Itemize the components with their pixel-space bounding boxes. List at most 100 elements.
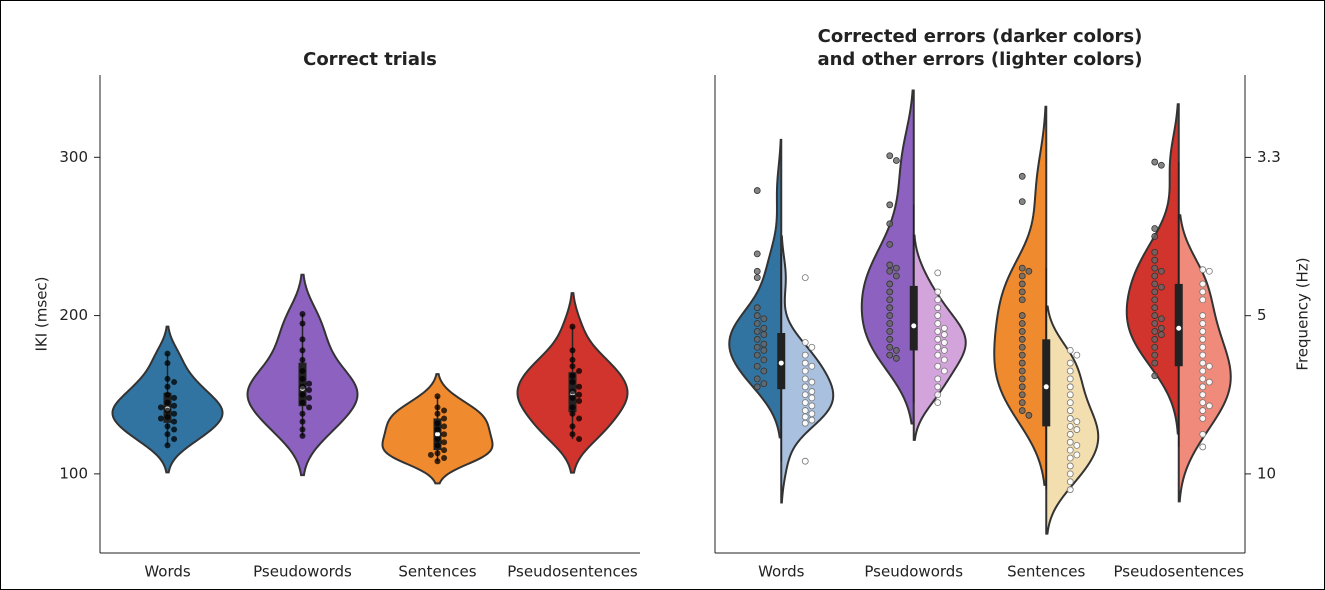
- data-point: [753, 383, 761, 391]
- data-point: [441, 423, 448, 430]
- data-point: [299, 426, 306, 433]
- data-point: [892, 347, 900, 354]
- data-point: [760, 380, 768, 388]
- data-point: [1018, 399, 1026, 407]
- data-point: [886, 335, 894, 343]
- data-point: [753, 335, 761, 343]
- data-point: [299, 320, 306, 327]
- data-point: [801, 419, 809, 427]
- data-point: [1018, 351, 1026, 359]
- data-point: [576, 436, 583, 443]
- data-point: [1199, 320, 1207, 327]
- x-tick-label: Words: [758, 563, 805, 581]
- data-point: [753, 320, 761, 327]
- data-point: [892, 354, 900, 362]
- data-point: [760, 324, 768, 332]
- data-point: [940, 324, 948, 332]
- data-point: [760, 356, 768, 364]
- data-point: [1151, 296, 1159, 304]
- data-point: [434, 436, 441, 443]
- data-point: [753, 343, 761, 351]
- data-point: [1199, 335, 1207, 343]
- data-point: [299, 356, 306, 363]
- data-point: [801, 457, 809, 465]
- data-point: [569, 388, 576, 395]
- data-point: [760, 367, 768, 375]
- data-point: [1199, 407, 1207, 414]
- data-point: [1151, 272, 1159, 280]
- data-point: [1073, 441, 1081, 449]
- data-point: [886, 343, 894, 351]
- data-point: [1018, 407, 1026, 414]
- data-point: [760, 331, 768, 338]
- data-point: [157, 415, 164, 422]
- data-point: [1199, 399, 1207, 407]
- violin-half: [728, 138, 783, 439]
- data-point: [1018, 367, 1026, 375]
- data-point: [164, 413, 171, 420]
- data-point: [171, 436, 178, 443]
- data-point: [157, 404, 164, 411]
- data-point: [299, 391, 306, 398]
- data-point: [1199, 288, 1207, 296]
- data-point: [1199, 343, 1207, 351]
- y2-tick-label: 10: [1257, 464, 1276, 482]
- data-point: [940, 331, 948, 338]
- data-point: [934, 328, 942, 335]
- data-point: [1066, 486, 1074, 494]
- data-point: [753, 312, 761, 319]
- data-point: [1205, 378, 1213, 386]
- data-point: [801, 399, 809, 407]
- data-point: [1018, 264, 1026, 272]
- data-point: [164, 350, 171, 357]
- data-point: [1066, 478, 1074, 486]
- y2-tick-label: 3.3: [1257, 148, 1281, 166]
- data-point: [171, 426, 178, 433]
- data-point: [801, 367, 809, 375]
- y2-tick-label: 5: [1257, 306, 1267, 324]
- data-point: [1151, 328, 1159, 335]
- data-point: [753, 304, 761, 312]
- data-point: [299, 367, 306, 374]
- data-point: [1199, 375, 1207, 383]
- data-point: [934, 304, 942, 312]
- data-point: [1151, 351, 1159, 359]
- data-point: [886, 280, 894, 288]
- data-point: [886, 351, 894, 359]
- data-point: [1151, 304, 1159, 312]
- data-point: [1066, 470, 1074, 478]
- data-point: [808, 362, 816, 370]
- data-point: [1018, 312, 1026, 319]
- data-point: [576, 398, 583, 405]
- data-point: [801, 391, 809, 399]
- data-point: [441, 431, 448, 438]
- data-point: [306, 386, 313, 393]
- data-point: [299, 383, 306, 390]
- data-point: [1018, 359, 1026, 367]
- data-point: [1199, 312, 1207, 319]
- data-point: [1066, 407, 1074, 414]
- data-point: [1018, 272, 1026, 280]
- data-point: [1066, 359, 1074, 367]
- data-point: [886, 152, 894, 160]
- data-point: [434, 410, 441, 417]
- data-point: [886, 220, 894, 228]
- data-point: [434, 393, 441, 400]
- data-point: [434, 426, 441, 433]
- data-point: [1073, 426, 1081, 433]
- data-point: [306, 404, 313, 411]
- data-point: [801, 407, 809, 414]
- data-point: [1199, 391, 1207, 399]
- x-tick-label: Words: [144, 563, 191, 581]
- data-point: [934, 312, 942, 319]
- data-point: [306, 380, 313, 387]
- chart-title: and other errors (lighter colors): [817, 49, 1142, 70]
- x-tick-label: Pseudosentences: [507, 563, 638, 581]
- data-point: [886, 328, 894, 335]
- data-point: [760, 347, 768, 354]
- data-point: [1025, 411, 1033, 419]
- data-point: [1018, 320, 1026, 327]
- box-median: [435, 431, 440, 437]
- data-point: [760, 340, 768, 348]
- data-point: [886, 288, 894, 296]
